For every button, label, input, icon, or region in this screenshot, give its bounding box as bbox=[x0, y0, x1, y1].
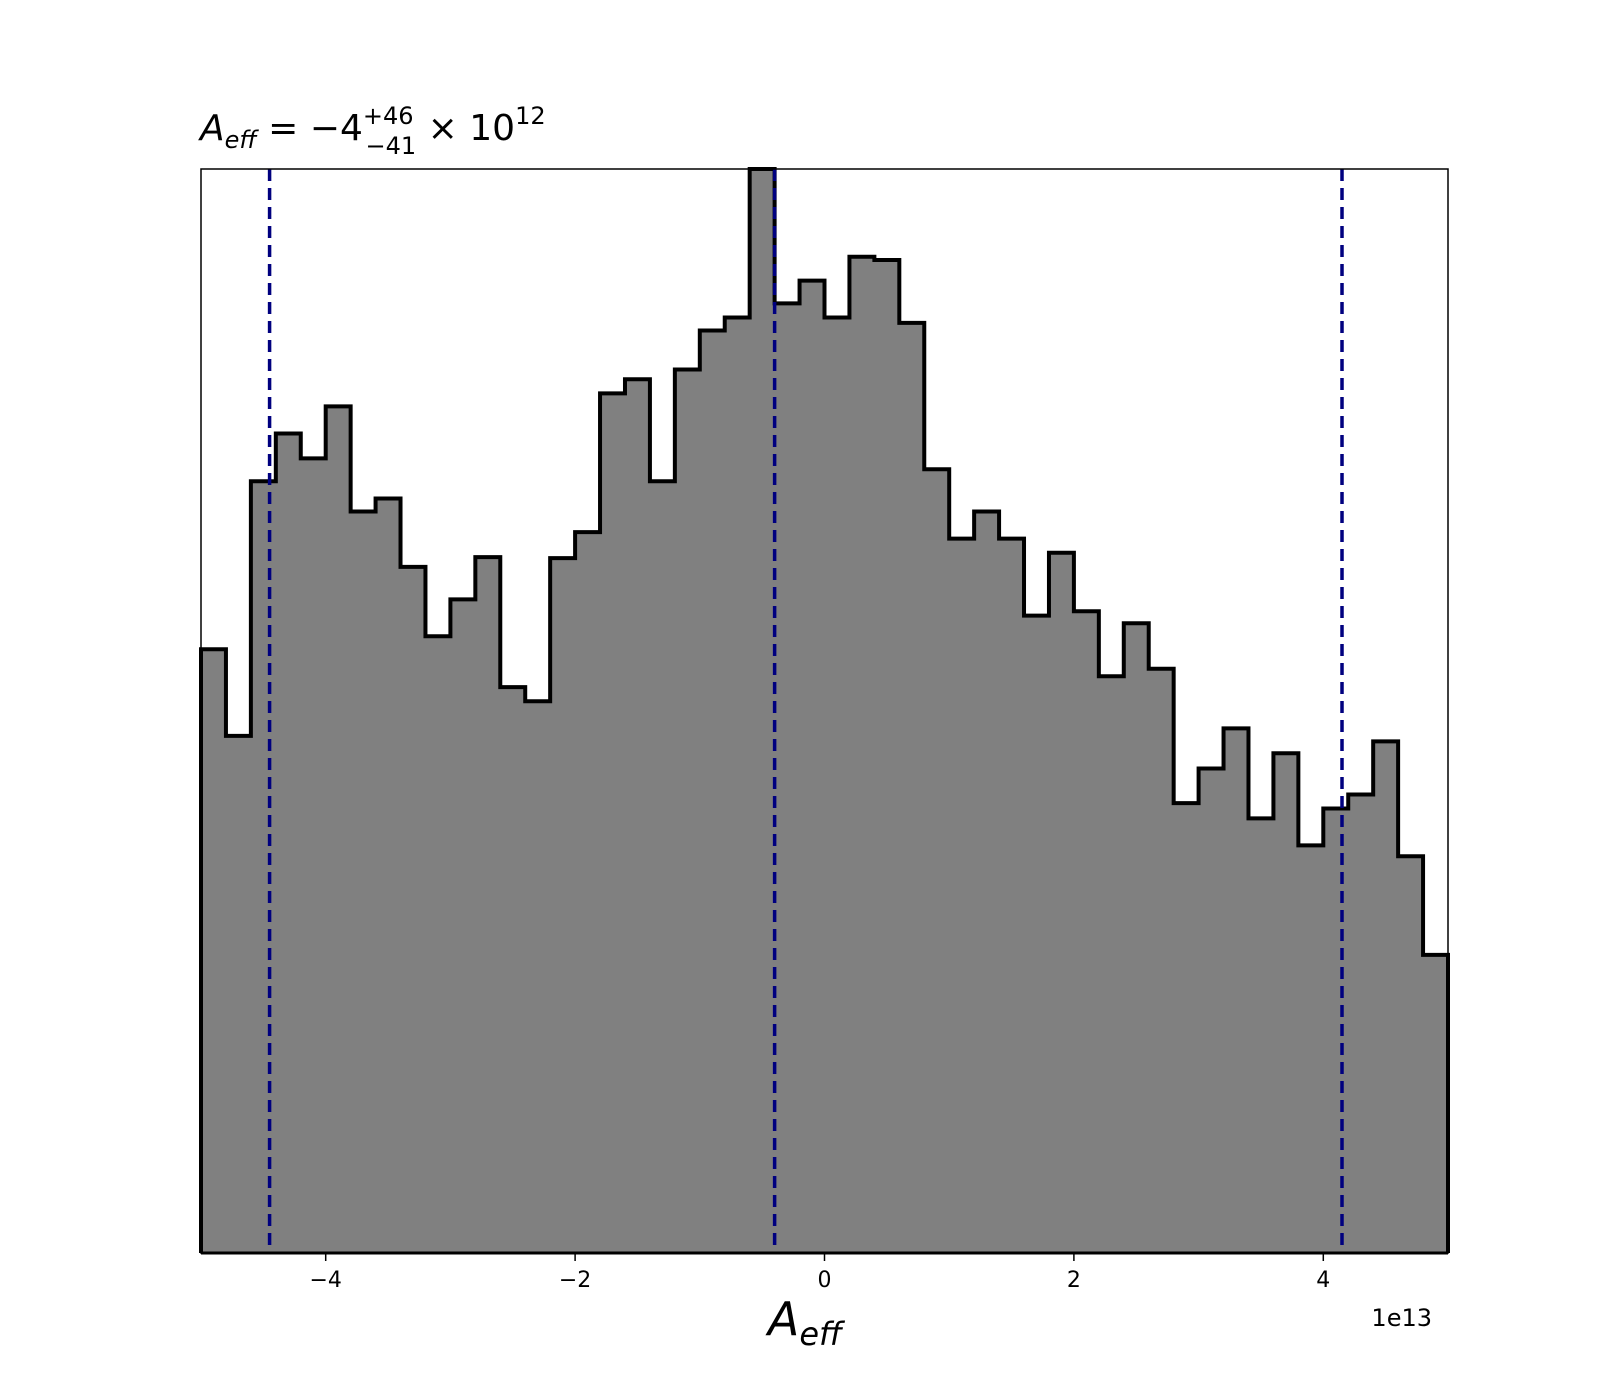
histogram-bar bbox=[1398, 856, 1424, 1253]
histogram-bar bbox=[450, 599, 476, 1253]
histogram-bar bbox=[275, 433, 302, 1254]
histogram-bar bbox=[350, 511, 377, 1253]
title-exponent: 12 bbox=[515, 102, 546, 130]
histogram-bar bbox=[1198, 768, 1225, 1253]
histogram-bar bbox=[649, 481, 676, 1253]
histogram-bar bbox=[375, 498, 402, 1253]
histogram-bar bbox=[774, 303, 801, 1253]
histogram-bar bbox=[1048, 552, 1075, 1253]
x-axis-label: Aeff bbox=[765, 1292, 846, 1353]
histogram-bar bbox=[1348, 794, 1374, 1253]
xlabel-subscript: eff bbox=[799, 1315, 846, 1353]
histogram-bar bbox=[1024, 615, 1050, 1253]
histogram-bar bbox=[300, 458, 327, 1254]
chart-title: Aeff = −4+46 −41 × 1012 bbox=[198, 102, 546, 160]
histogram-bar bbox=[724, 317, 751, 1253]
histogram-bar bbox=[1223, 728, 1250, 1253]
xlabel-symbol: A bbox=[765, 1292, 799, 1346]
plot-area bbox=[199, 167, 1450, 1254]
title-upper-error: +46 bbox=[363, 102, 414, 130]
title-times: × bbox=[416, 108, 469, 149]
histogram-bar bbox=[974, 511, 1000, 1253]
histogram-bar bbox=[201, 649, 227, 1253]
histogram-bar bbox=[1373, 741, 1399, 1253]
title-subscript: eff bbox=[225, 126, 260, 154]
histogram-outline bbox=[199, 167, 1450, 1253]
x-axis-offset-label: 1e13 bbox=[1371, 1304, 1432, 1332]
histogram-bar bbox=[1298, 845, 1324, 1253]
histogram-bar bbox=[924, 469, 950, 1253]
histogram-bar bbox=[525, 701, 551, 1253]
histogram-bar bbox=[1273, 753, 1299, 1253]
histogram-bar bbox=[999, 538, 1025, 1253]
histogram-bar bbox=[1173, 803, 1200, 1253]
histogram-bar bbox=[674, 369, 701, 1253]
title-base: 10 bbox=[469, 108, 515, 149]
histogram-bar bbox=[1123, 623, 1150, 1253]
histogram-bar bbox=[1148, 668, 1175, 1253]
histogram-bar bbox=[799, 280, 826, 1254]
histogram-bar bbox=[475, 557, 501, 1253]
histogram-bar bbox=[1248, 818, 1275, 1253]
title-equals: = bbox=[257, 108, 310, 149]
histogram-bar bbox=[949, 538, 975, 1253]
x-tick-label: −4 bbox=[309, 1268, 341, 1293]
histogram-bar bbox=[1098, 676, 1125, 1253]
histogram-bar bbox=[600, 393, 626, 1253]
histogram-bar bbox=[849, 256, 875, 1254]
x-tick-label: 0 bbox=[818, 1268, 832, 1293]
histogram-bar bbox=[874, 260, 900, 1253]
histogram-bar bbox=[250, 481, 277, 1253]
histogram-bar bbox=[899, 322, 925, 1254]
histogram-bar bbox=[749, 169, 776, 1253]
histogram-bar bbox=[699, 330, 726, 1253]
histogram-bar bbox=[1323, 808, 1349, 1253]
histogram-bar bbox=[325, 406, 352, 1253]
histogram-bar bbox=[1423, 954, 1449, 1253]
histogram-bar bbox=[575, 532, 601, 1253]
histogram-bar bbox=[400, 566, 427, 1253]
x-tick-label: 2 bbox=[1067, 1268, 1081, 1293]
histogram-bar bbox=[500, 687, 526, 1253]
x-tick-label: 4 bbox=[1316, 1268, 1330, 1293]
title-median: −4 bbox=[310, 108, 363, 149]
histogram-bar bbox=[225, 735, 252, 1253]
histogram-bar bbox=[550, 558, 576, 1253]
title-lower-error: −41 bbox=[366, 132, 417, 160]
histogram-bar bbox=[624, 379, 651, 1253]
title-symbol: A bbox=[198, 108, 225, 149]
histogram-bar bbox=[824, 317, 851, 1253]
histogram-bar bbox=[1073, 611, 1100, 1253]
x-tick-label: −2 bbox=[559, 1268, 591, 1293]
axes: −4 −2 0 2 4 bbox=[200, 168, 1449, 1293]
histogram-bar bbox=[425, 636, 451, 1253]
